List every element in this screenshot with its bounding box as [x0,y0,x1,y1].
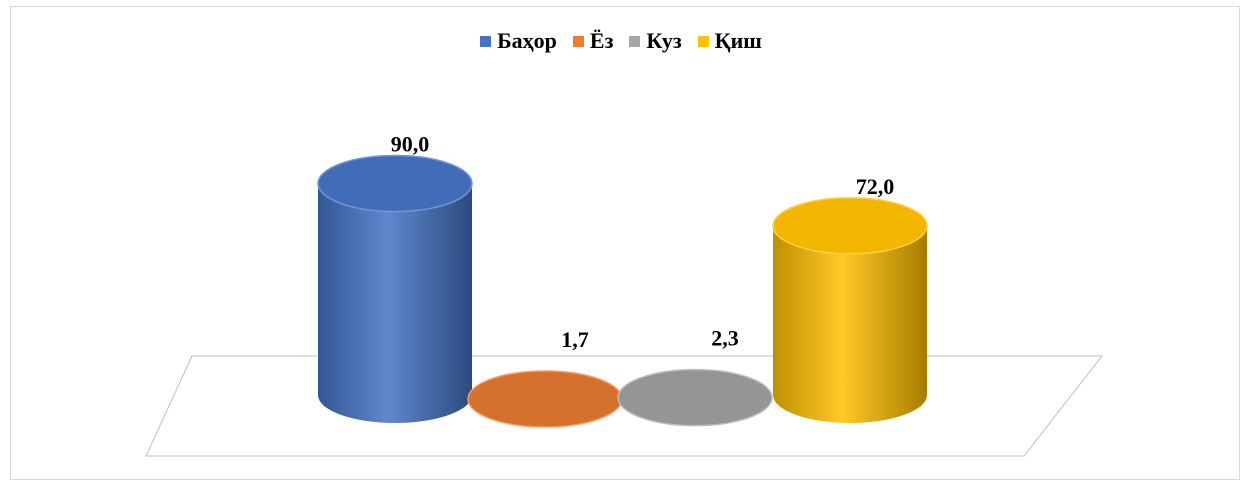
legend-label-kuz: Куз [646,28,682,53]
cylinder-body-3 [773,225,927,423]
cylinder-top-1 [467,370,623,428]
legend-item-bahor: Баҳор [480,28,557,54]
legend-swatch-kuz [629,35,641,47]
cylinder-body-0 [318,183,472,423]
bars-group [317,154,928,428]
legend-swatch-qish [697,35,709,47]
data-label-2: 2,3 [711,326,739,351]
cylinder-top-3 [772,197,928,255]
legend-item-kuz: Куз [629,28,682,54]
legend-swatch-bahor [480,35,492,47]
legend-label-qish: Қиш [714,28,762,53]
legend-label-yoz: Ёз [589,28,614,53]
legend-label-bahor: Баҳор [497,28,557,53]
data-label-1: 1,7 [561,327,589,352]
chart-legend: Баҳор Ёз Куз Қиш [0,28,1242,54]
cylinder-top-0 [317,154,473,213]
legend-item-qish: Қиш [697,28,762,54]
data-labels-group: 90,0 1,7 2,3 72,0 [391,132,895,353]
legend-swatch-yoz [572,35,584,47]
legend-item-yoz: Ёз [572,28,614,54]
cylinder-top-2 [617,368,773,427]
data-label-0: 90,0 [391,132,430,157]
data-label-3: 72,0 [856,174,895,199]
